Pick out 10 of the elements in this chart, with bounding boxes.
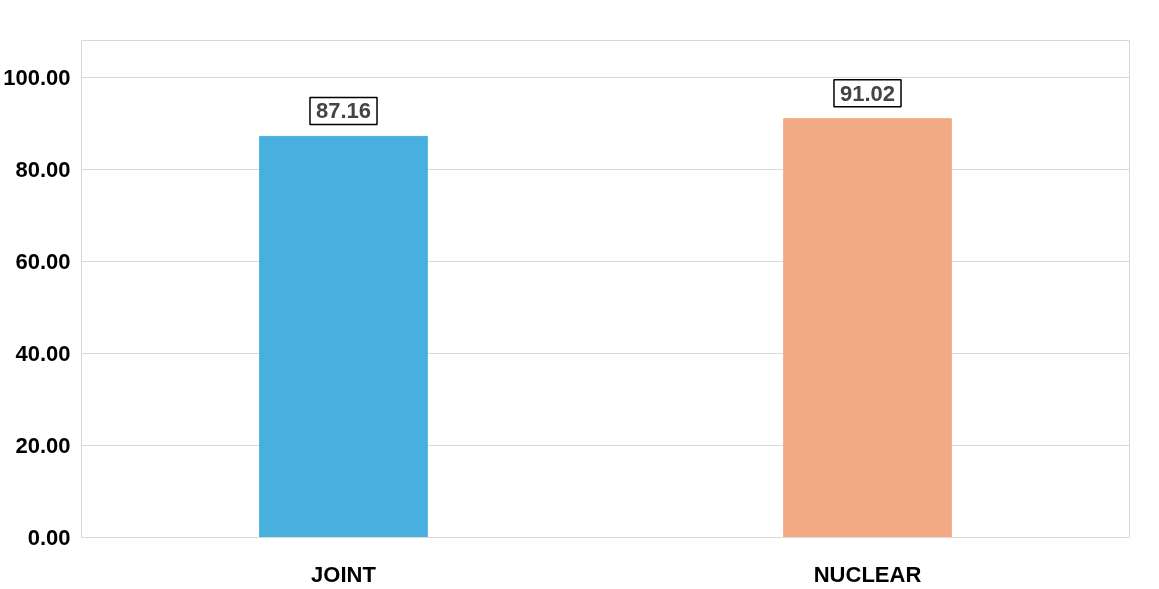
x-tick-label: JOINT xyxy=(311,561,377,587)
y-tick-label: 60.00 xyxy=(15,248,71,274)
y-tick-label: 20.00 xyxy=(15,432,71,458)
y-tick-label: 0.00 xyxy=(27,525,71,550)
y-tick-label: 80.00 xyxy=(15,156,71,182)
data-label: 91.02 xyxy=(839,80,896,106)
y-tick-label: 40.00 xyxy=(15,340,71,366)
data-label: 87.16 xyxy=(315,98,372,124)
y-tick-label: 100.00 xyxy=(3,64,71,90)
x-tick-label: NUCLEAR xyxy=(813,561,922,587)
